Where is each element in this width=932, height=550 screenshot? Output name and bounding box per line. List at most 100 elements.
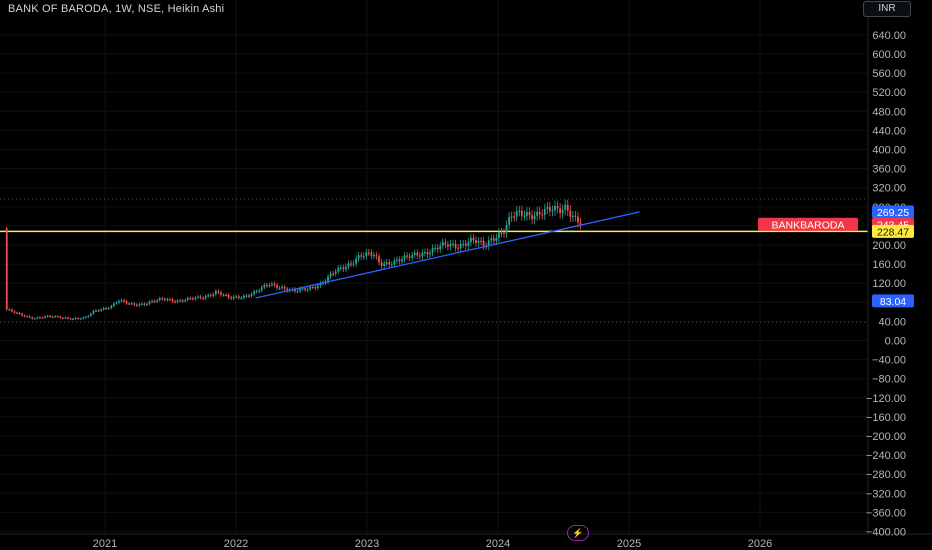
- candle-body: [357, 255, 360, 259]
- candle-body: [367, 252, 370, 254]
- candle-body: [454, 243, 457, 248]
- candle-body: [28, 316, 31, 318]
- candle-body: [418, 255, 421, 257]
- candle-body: [334, 271, 337, 274]
- candle-body: [520, 210, 523, 216]
- candle-body: [84, 316, 87, 319]
- candle-body: [194, 297, 197, 299]
- candle-body: [492, 238, 495, 241]
- candle-body: [214, 291, 217, 295]
- candle-body: [510, 216, 513, 218]
- y-tick-label: −400.00: [866, 527, 906, 539]
- candle-body: [424, 251, 426, 254]
- candle-body: [286, 288, 289, 291]
- candle-body: [77, 318, 80, 320]
- candle-body: [59, 316, 62, 318]
- candle-body: [115, 302, 118, 304]
- candle-body: [36, 317, 39, 319]
- symbol-title[interactable]: BANK OF BARODA, 1W, NSE, Heikin Ashi: [8, 3, 225, 15]
- candle-body: [332, 273, 335, 275]
- candle-body: [431, 248, 434, 253]
- candle-body: [166, 299, 169, 301]
- candle-body: [543, 208, 546, 215]
- candle-body: [462, 243, 465, 246]
- price-label-box: [872, 224, 914, 238]
- candle-body: [396, 259, 398, 261]
- candle-body: [39, 317, 41, 319]
- candle-body: [123, 300, 125, 302]
- candle-body: [564, 204, 567, 210]
- candle-body: [311, 286, 314, 289]
- candle-body: [571, 215, 574, 217]
- candle-body: [439, 245, 442, 250]
- candle-body: [347, 263, 350, 267]
- candle-body: [373, 255, 375, 257]
- candle-body: [523, 215, 526, 217]
- trend-line-group[interactable]: [255, 211, 640, 299]
- candle-body: [487, 240, 490, 247]
- price-label-text: 269.25: [877, 207, 909, 219]
- y-tick-label: 120.00: [872, 278, 906, 290]
- candle-body: [18, 312, 21, 314]
- y-tick-label: 520.00: [872, 87, 906, 99]
- x-tick-label: 2023: [355, 538, 379, 550]
- candle-body: [515, 211, 518, 217]
- candle-body: [128, 303, 131, 305]
- candle-body: [151, 301, 153, 303]
- candle-body: [362, 256, 365, 258]
- candle-body: [490, 238, 493, 241]
- candle-body: [273, 283, 276, 286]
- candle-body: [408, 256, 411, 258]
- candle-body: [416, 252, 419, 256]
- candle-body: [31, 317, 34, 319]
- horizontal-lines: [0, 198, 868, 323]
- candle-body: [181, 300, 184, 302]
- candle-body: [255, 291, 258, 293]
- trend-line[interactable]: [255, 211, 640, 299]
- candle-body: [174, 301, 176, 303]
- candle-body: [393, 260, 396, 265]
- time-axis[interactable]: 2021 2022 2023 2024 2025 2026: [93, 538, 772, 550]
- candle-body: [41, 317, 44, 319]
- candle-body: [189, 297, 192, 300]
- candle-body: [16, 312, 18, 314]
- candle-body: [449, 243, 452, 247]
- price-label-text: 228.47: [877, 226, 909, 238]
- candle-body: [212, 294, 215, 296]
- candle-body: [546, 207, 549, 209]
- candle-body: [447, 244, 449, 247]
- y-tick-label: −360.00: [866, 507, 906, 519]
- candle-body: [105, 308, 108, 310]
- candle-body: [352, 263, 355, 265]
- candle-body: [398, 259, 401, 262]
- candle-body: [87, 315, 90, 318]
- candle-body: [82, 317, 85, 319]
- candle-body: [469, 237, 472, 243]
- price-axis[interactable]: 640.00 600.00 560.00 520.00 480.00 440.00 400.…: [866, 30, 906, 539]
- candle-body: [97, 310, 100, 312]
- candle-body: [204, 296, 207, 299]
- candle-body: [421, 252, 424, 257]
- candle-body: [26, 316, 29, 318]
- candle-body: [197, 296, 199, 298]
- tradingview-logo-icon[interactable]: ⚡: [567, 525, 589, 541]
- candle-body: [541, 214, 544, 216]
- y-tick-label: −80.00: [872, 374, 906, 386]
- candle-body: [383, 263, 386, 266]
- candle-body: [464, 243, 467, 246]
- currency-button[interactable]: INR: [863, 1, 911, 17]
- candle-body: [265, 284, 268, 287]
- y-tick-label: −160.00: [866, 412, 906, 424]
- candle-body: [102, 308, 105, 310]
- candle-body: [171, 299, 174, 302]
- candle-body: [138, 304, 141, 306]
- candle-body: [390, 264, 393, 266]
- candle-body: [13, 311, 16, 313]
- candle-body: [406, 255, 408, 257]
- y-tick-label: −40.00: [872, 355, 906, 367]
- candle-body: [316, 285, 319, 288]
- candle-body: [505, 224, 508, 234]
- candle-body: [133, 303, 136, 305]
